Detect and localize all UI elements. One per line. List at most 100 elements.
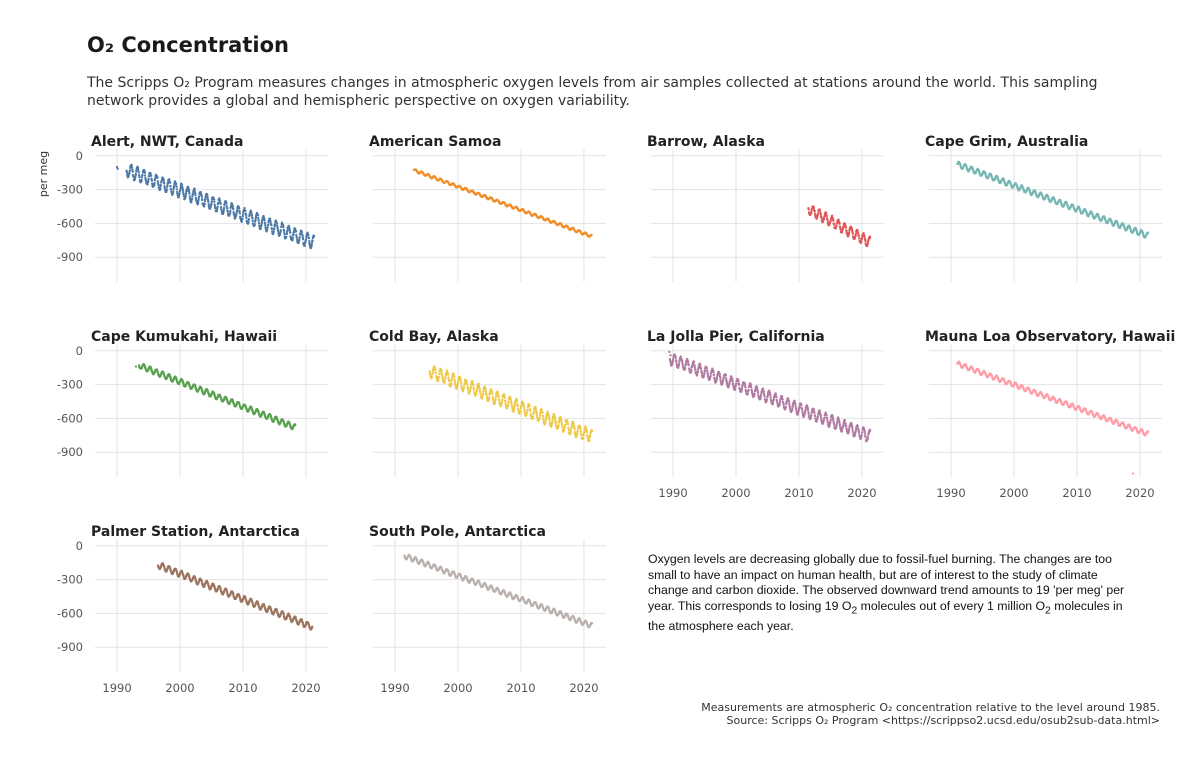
data-point: [280, 225, 283, 228]
y-tick-label: -600: [57, 216, 83, 230]
data-point: [854, 428, 858, 431]
data-point: [731, 379, 734, 383]
data-point: [677, 362, 681, 366]
data-point: [218, 199, 222, 202]
data-point: [169, 185, 172, 188]
data-point: [815, 420, 819, 423]
data-point: [301, 234, 304, 237]
data-point: [588, 439, 591, 442]
data-point: [295, 236, 298, 239]
data-point: [131, 170, 134, 173]
data-point: [428, 370, 431, 373]
data-point: [481, 396, 484, 399]
data-point: [812, 206, 816, 209]
data-point: [816, 212, 820, 215]
data-point: [159, 184, 163, 187]
data-point: [150, 174, 153, 177]
data-point: [484, 388, 487, 391]
data-point: [496, 391, 500, 394]
data-point: [147, 177, 150, 181]
data-point: [807, 412, 810, 416]
data-point: [188, 190, 191, 194]
data-point: [523, 410, 526, 414]
data-point: [241, 217, 244, 221]
data-point: [830, 214, 834, 217]
data-point: [844, 226, 848, 229]
data-point: [709, 374, 712, 378]
data-point: [837, 416, 840, 419]
data-point: [763, 395, 766, 398]
data-point: [531, 415, 535, 418]
data-point: [209, 205, 212, 209]
data-point: [819, 213, 822, 216]
data-point: [820, 217, 823, 220]
data-point: [232, 208, 235, 211]
data-point: [756, 391, 760, 394]
panel-title: Cold Bay, Alaska: [369, 329, 499, 345]
data-point: [478, 387, 481, 390]
data-point: [128, 169, 132, 172]
data-point: [292, 233, 295, 236]
data-point: [116, 167, 119, 170]
data-point: [179, 188, 182, 192]
data-point: [254, 219, 257, 222]
data-point: [260, 220, 264, 224]
data-point: [863, 430, 866, 433]
data-point: [857, 431, 861, 435]
data-point: [146, 183, 149, 186]
data-point: [253, 223, 256, 226]
data-point: [244, 212, 248, 215]
data-point: [822, 217, 826, 220]
data-point: [216, 205, 219, 209]
data-point: [214, 206, 217, 210]
data-point: [833, 423, 836, 427]
data-point: [713, 377, 716, 380]
x-tick-label: 2010: [1062, 486, 1091, 500]
data-point: [835, 224, 838, 228]
data-point: [712, 373, 716, 377]
data-point: [532, 410, 536, 413]
series-points: [668, 350, 872, 443]
data-point: [744, 389, 748, 393]
data-point: [285, 235, 288, 239]
data-point: [289, 231, 292, 234]
data-point: [696, 373, 699, 377]
data-point: [140, 176, 144, 179]
data-point: [125, 169, 128, 173]
data-point: [573, 427, 576, 431]
x-tick-label: 2020: [1125, 486, 1154, 500]
data-point: [705, 367, 709, 370]
data-point: [516, 405, 520, 408]
data-point: [143, 174, 147, 177]
data-point: [178, 192, 181, 195]
data-point: [576, 429, 579, 432]
data-point: [541, 411, 544, 414]
data-point: [819, 416, 823, 420]
data-point: [220, 208, 223, 211]
data-point: [247, 218, 251, 221]
data-point: [156, 176, 159, 179]
data-point: [699, 367, 703, 370]
data-point: [493, 401, 497, 404]
data-point: [468, 389, 472, 392]
data-point: [239, 216, 242, 219]
data-point: [837, 218, 840, 221]
data-point: [298, 239, 301, 242]
data-point: [130, 166, 134, 169]
data-point: [753, 392, 756, 395]
data-point: [269, 220, 272, 223]
data-point: [264, 224, 267, 227]
data-point: [719, 376, 722, 379]
data-point: [166, 185, 169, 189]
data-point: [469, 385, 473, 389]
data-point: [244, 209, 247, 212]
data-point: [840, 429, 844, 433]
data-point: [157, 183, 160, 187]
data-point: [275, 221, 279, 225]
data-point: [241, 214, 244, 218]
data-point: [863, 432, 867, 435]
y-tick-label: 0: [76, 344, 83, 358]
x-tick-label: 2000: [999, 486, 1028, 500]
data-point: [794, 402, 797, 405]
